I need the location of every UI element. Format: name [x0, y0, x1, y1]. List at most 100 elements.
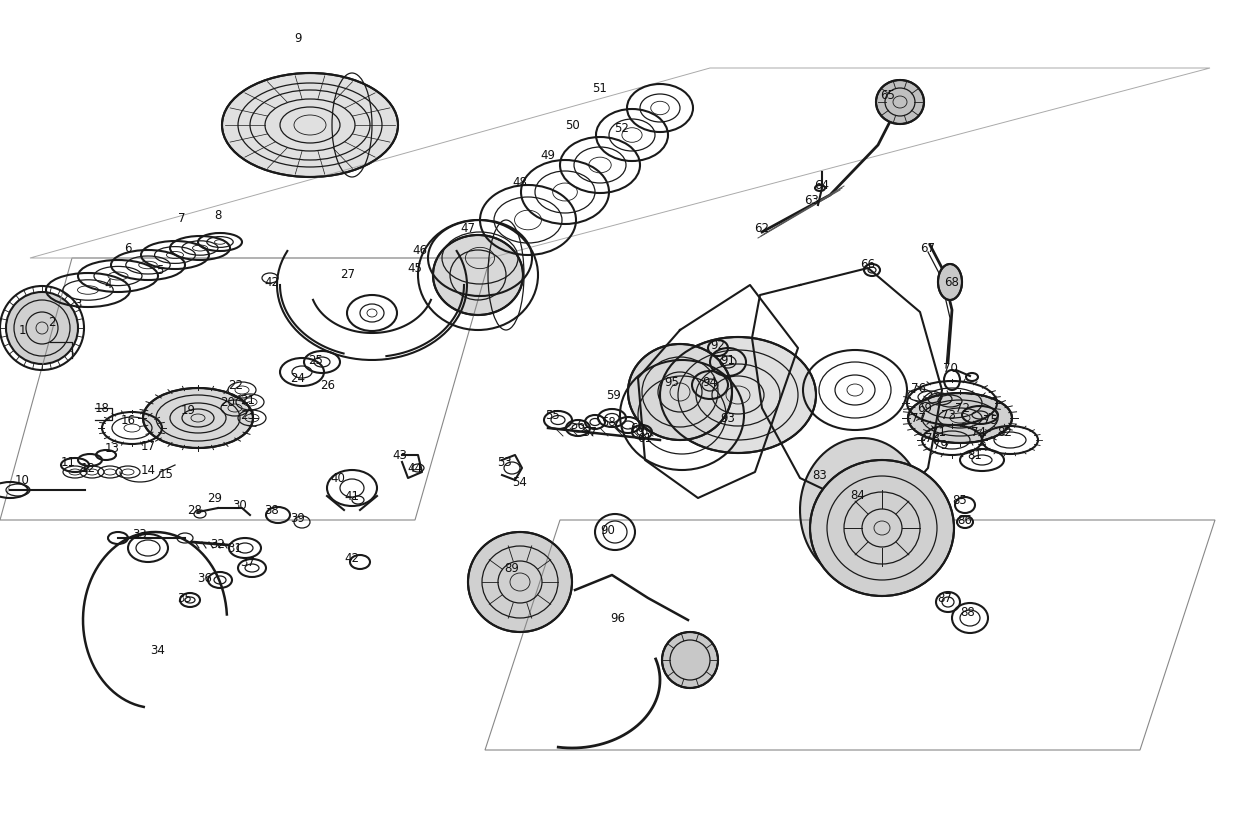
Text: 94: 94 — [703, 376, 717, 388]
Text: 5: 5 — [156, 263, 163, 277]
Text: 92: 92 — [710, 338, 725, 352]
Text: 57: 57 — [583, 426, 597, 438]
Text: 77: 77 — [910, 412, 925, 425]
Ellipse shape — [810, 460, 954, 596]
Text: 84: 84 — [851, 488, 866, 501]
Text: 60: 60 — [631, 421, 646, 435]
Text: 67: 67 — [920, 242, 935, 255]
Text: 36: 36 — [198, 571, 213, 585]
Text: 63: 63 — [804, 193, 819, 207]
Ellipse shape — [628, 344, 732, 440]
Text: 34: 34 — [151, 644, 166, 656]
Text: 22: 22 — [229, 378, 244, 392]
Text: 81: 81 — [967, 448, 982, 461]
Text: 62: 62 — [755, 222, 769, 235]
Ellipse shape — [662, 632, 717, 688]
Ellipse shape — [938, 264, 962, 300]
Text: 61: 61 — [637, 431, 652, 445]
Text: 24: 24 — [291, 372, 306, 385]
Text: 29: 29 — [208, 491, 223, 505]
Text: 2: 2 — [48, 316, 56, 328]
Text: 33: 33 — [132, 528, 147, 541]
Text: 15: 15 — [158, 467, 173, 481]
Text: 87: 87 — [938, 591, 952, 605]
Polygon shape — [800, 438, 922, 582]
Text: 54: 54 — [512, 476, 527, 488]
Text: 18: 18 — [94, 402, 109, 415]
Text: 45: 45 — [407, 262, 423, 275]
Text: 8: 8 — [214, 208, 221, 222]
Text: 6: 6 — [124, 242, 132, 255]
Text: 83: 83 — [813, 468, 828, 481]
Text: 9: 9 — [294, 32, 302, 44]
Text: 72: 72 — [955, 402, 970, 415]
Text: 12: 12 — [80, 461, 95, 475]
Text: 10: 10 — [15, 473, 30, 486]
Text: 1: 1 — [19, 323, 26, 337]
Ellipse shape — [221, 73, 398, 177]
Ellipse shape — [6, 292, 78, 364]
Text: 51: 51 — [593, 82, 607, 94]
Text: 65: 65 — [881, 88, 896, 102]
Text: 68: 68 — [945, 276, 960, 288]
Text: 73: 73 — [940, 408, 955, 421]
Text: 55: 55 — [544, 408, 559, 421]
Text: 31: 31 — [228, 541, 242, 555]
Text: 41: 41 — [344, 490, 360, 502]
Text: 16: 16 — [120, 413, 136, 426]
Ellipse shape — [661, 337, 816, 453]
Text: 46: 46 — [412, 243, 428, 257]
Text: 13: 13 — [105, 441, 120, 455]
Text: 79: 79 — [933, 438, 948, 451]
Text: 86: 86 — [957, 513, 972, 526]
Text: 27: 27 — [340, 268, 355, 282]
Text: 11: 11 — [61, 456, 75, 468]
Text: 88: 88 — [961, 606, 976, 618]
Text: 30: 30 — [233, 498, 247, 511]
Text: 47: 47 — [460, 222, 475, 235]
Text: 42: 42 — [265, 276, 280, 288]
Text: 42: 42 — [344, 551, 360, 565]
Text: 17: 17 — [141, 440, 156, 452]
Ellipse shape — [468, 532, 571, 632]
Text: 53: 53 — [496, 456, 511, 468]
Text: 75: 75 — [982, 413, 997, 426]
Text: 7: 7 — [178, 212, 186, 225]
Text: 40: 40 — [330, 471, 345, 485]
Text: 21: 21 — [240, 393, 256, 407]
Ellipse shape — [908, 393, 1012, 443]
Text: 38: 38 — [265, 503, 280, 516]
Text: 28: 28 — [188, 503, 203, 516]
Text: 43: 43 — [392, 448, 407, 461]
Text: 66: 66 — [861, 258, 876, 272]
Text: 96: 96 — [611, 611, 626, 625]
Text: 14: 14 — [141, 463, 156, 476]
Text: 20: 20 — [220, 396, 235, 408]
Text: 93: 93 — [721, 412, 736, 425]
Text: 70: 70 — [943, 362, 957, 375]
Text: 85: 85 — [952, 493, 967, 506]
Text: 44: 44 — [407, 461, 423, 475]
Text: 35: 35 — [178, 591, 193, 605]
Text: 64: 64 — [814, 178, 830, 192]
Text: 56: 56 — [570, 418, 585, 431]
Text: 59: 59 — [606, 388, 621, 402]
Text: 25: 25 — [308, 353, 323, 367]
Text: 23: 23 — [240, 408, 255, 421]
Text: 49: 49 — [541, 148, 555, 162]
Text: 90: 90 — [600, 523, 616, 536]
Text: 26: 26 — [320, 378, 335, 392]
Text: 95: 95 — [664, 376, 679, 388]
Text: 91: 91 — [720, 353, 736, 367]
Text: 71: 71 — [930, 426, 945, 438]
Text: 19: 19 — [181, 403, 195, 416]
Text: 3: 3 — [74, 298, 82, 312]
Text: 39: 39 — [291, 511, 306, 525]
Ellipse shape — [143, 388, 254, 448]
Text: 74: 74 — [971, 426, 986, 438]
Text: 52: 52 — [615, 122, 630, 134]
Text: 4: 4 — [104, 278, 111, 292]
Text: 37: 37 — [240, 556, 255, 568]
Text: 82: 82 — [997, 426, 1012, 438]
Text: 48: 48 — [512, 176, 527, 188]
